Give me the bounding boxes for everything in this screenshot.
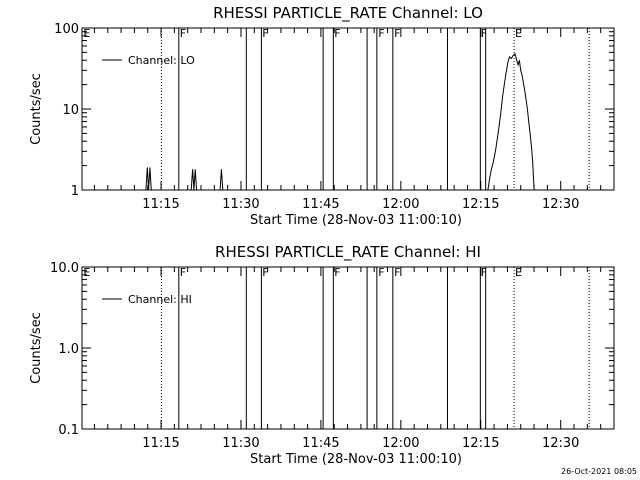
x-tick-label: 11:45: [302, 436, 339, 451]
legend-entry: Channel: LO: [128, 54, 195, 67]
x-tick-label: 11:45: [302, 197, 339, 212]
flag-label: F: [262, 266, 268, 279]
flag-label: F: [378, 266, 384, 279]
flag-label: F: [262, 27, 268, 40]
x-axis-label: Start Time (28-Nov-03 11:00:10): [250, 452, 462, 467]
flag-label: F: [180, 266, 186, 279]
x-tick-label: 11:30: [222, 197, 259, 212]
flag-label: E: [83, 27, 90, 40]
series-line: [145, 52, 535, 191]
x-tick-label: 11:15: [142, 436, 179, 451]
y-axis-label: Counts/sec: [29, 312, 44, 384]
x-tick-label: 12:30: [542, 197, 579, 212]
flag-label: F: [378, 27, 384, 40]
chart-title: RHESSI PARTICLE_RATE Channel: LO: [213, 4, 483, 23]
x-tick-label: 12:30: [542, 436, 579, 451]
y-tick-label: 100: [54, 22, 79, 37]
x-tick-label: 12:15: [462, 436, 499, 451]
x-tick-label: 12:00: [382, 197, 419, 212]
y-axis-label: Counts/sec: [29, 73, 44, 145]
chart-panel-lo: RHESSI PARTICLE_RATE Channel: LOE F F F F F F E…: [29, 4, 615, 228]
flag-label: E: [515, 266, 522, 279]
chart-panel-hi: RHESSI PARTICLE_RATE Channel: HIE F F F F F F E…: [29, 243, 615, 467]
x-tick-label: 11:15: [142, 197, 179, 212]
legend-entry: Channel: HI: [128, 293, 192, 306]
flag-label: F: [394, 27, 400, 40]
flag-label: F: [481, 27, 487, 40]
y-tick-label: 0.1: [58, 423, 79, 438]
y-tick-label: 10: [62, 103, 79, 118]
flag-label: E: [515, 27, 522, 40]
y-tick-label: 1: [71, 184, 79, 199]
y-tick-label: 10.0: [50, 261, 79, 276]
x-tick-label: 12:15: [462, 197, 499, 212]
chart-title: RHESSI PARTICLE_RATE Channel: HI: [215, 243, 481, 262]
x-tick-label: 11:30: [222, 436, 259, 451]
flag-label: E: [83, 266, 90, 279]
flag-label: F: [481, 266, 487, 279]
x-tick-label: 12:00: [382, 436, 419, 451]
flag-label: F: [334, 27, 340, 40]
x-axis-label: Start Time (28-Nov-03 11:00:10): [250, 213, 462, 228]
flag-label: F: [334, 266, 340, 279]
timestamp-label: 26-Oct-2021 08:05: [561, 467, 637, 476]
flag-label: F: [180, 27, 186, 40]
y-tick-label: 1.0: [58, 342, 79, 357]
flag-label: F: [394, 266, 400, 279]
